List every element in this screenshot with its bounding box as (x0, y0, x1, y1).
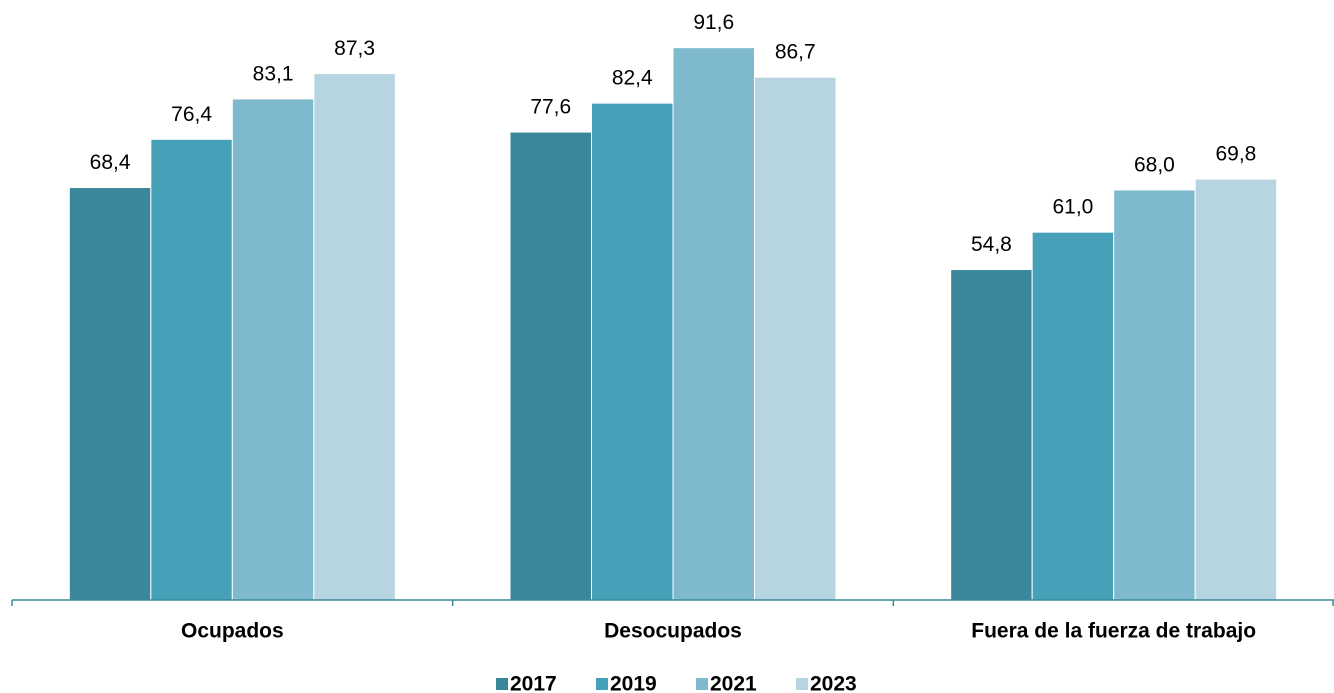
bar (1113, 189, 1196, 601)
x-tick-label: Fuera de la fuerza de trabajo (971, 620, 1256, 643)
bar (231, 98, 315, 601)
bar (1194, 178, 1278, 601)
value-label: 87,3 (334, 37, 375, 60)
value-label: 83,1 (253, 62, 294, 85)
bar (1031, 231, 1115, 601)
legend-label: 2023 (810, 673, 857, 693)
bar (754, 76, 837, 601)
bar (950, 269, 1033, 601)
value-label: 61,0 (1052, 196, 1093, 219)
legend-swatch (696, 678, 708, 690)
legend-swatch (596, 678, 608, 690)
value-label: 68,0 (1134, 154, 1175, 177)
x-tick-label: Desocupados (604, 620, 742, 643)
value-label: 68,4 (90, 151, 131, 174)
value-label: 91,6 (693, 11, 734, 34)
value-label: 54,8 (971, 233, 1012, 256)
value-label: 77,6 (530, 96, 571, 119)
bar (313, 73, 396, 601)
bar (68, 187, 152, 601)
legend-swatch (796, 678, 808, 690)
legend-label: 2017 (510, 673, 557, 693)
bar (509, 131, 592, 601)
bar (591, 102, 674, 601)
x-tick-label: Ocupados (181, 620, 284, 643)
legend-swatch (496, 678, 508, 690)
bar (672, 47, 755, 601)
legend-label: 2019 (610, 673, 657, 693)
value-label: 76,4 (171, 103, 212, 126)
value-label: 69,8 (1215, 143, 1256, 166)
value-label: 86,7 (775, 41, 816, 64)
legend-label: 2021 (710, 673, 757, 693)
value-label: 82,4 (612, 67, 653, 90)
bar (150, 138, 233, 601)
